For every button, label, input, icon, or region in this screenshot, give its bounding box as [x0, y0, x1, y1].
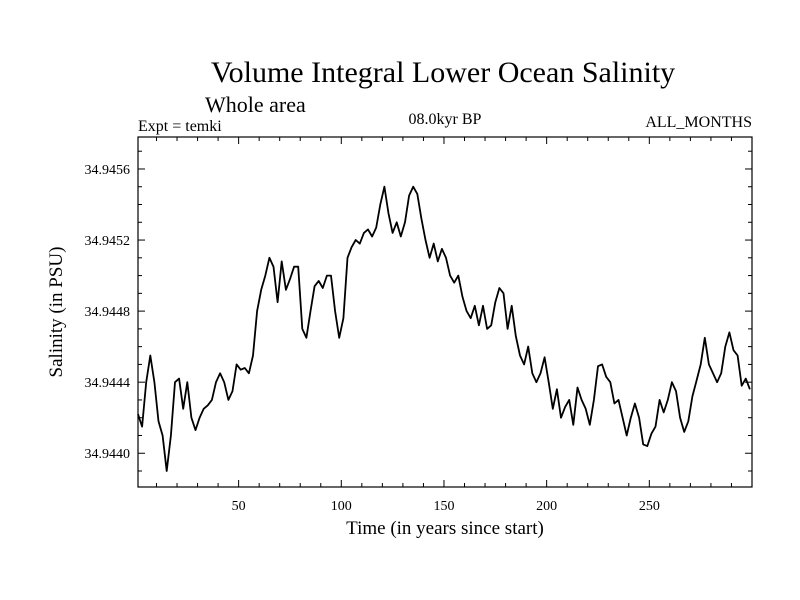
y-tick-label: 34.9440 [85, 447, 131, 462]
y-tick-label: 34.9452 [85, 234, 131, 249]
y-tick-label: 34.9444 [85, 376, 131, 391]
x-tick-label: 100 [331, 499, 352, 514]
months-label: ALL_MONTHS [645, 114, 752, 131]
x-tick-label: 250 [639, 499, 660, 514]
y-tick-label: 34.9456 [85, 163, 131, 178]
chart-subtitle: Whole area [205, 92, 306, 117]
plot-frame [137, 136, 753, 488]
y-tick-label: 34.9448 [85, 305, 131, 320]
series-layer [137, 185, 751, 472]
y-axis-label: Salinity (in PSU) [46, 247, 67, 378]
x-tick-label: 150 [433, 499, 454, 514]
x-tick-label: 50 [232, 499, 246, 514]
y-axis-ticks: 34.9440 34.9444 34.9448 34.9452 34.9456 [85, 150, 752, 472]
experiment-label: Expt = temki [138, 118, 222, 135]
chart-title: Volume Integral Lower Ocean Salinity [211, 56, 675, 89]
x-axis-ticks: 50 100 150 200 250 [155, 137, 732, 514]
period-label: 08.0kyr BP [409, 111, 482, 128]
salinity-series-line [137, 185, 751, 472]
x-tick-label: 200 [536, 499, 557, 514]
x-axis-label: Time (in years since start) [346, 518, 544, 539]
